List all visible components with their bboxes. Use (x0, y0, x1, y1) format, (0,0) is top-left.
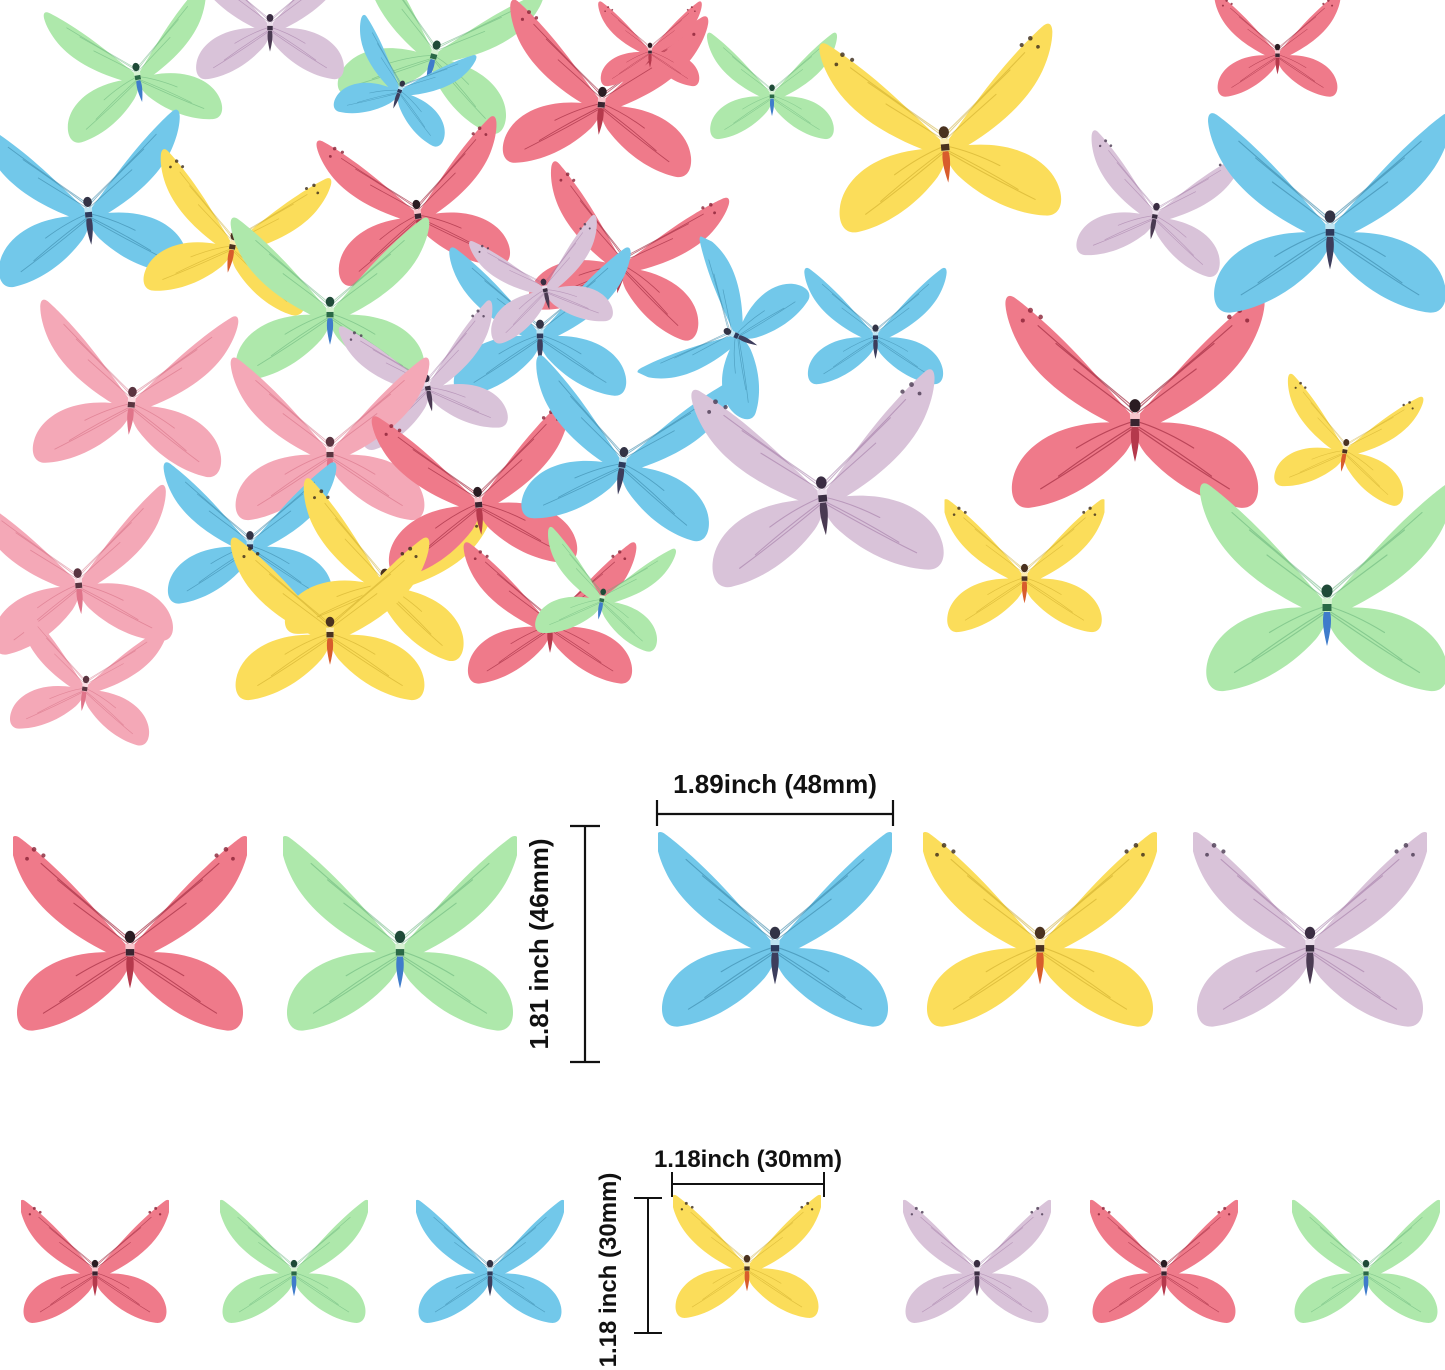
svg-text:1.18inch (30mm): 1.18inch (30mm) (654, 1146, 842, 1173)
svg-text:1.18 inch (30mm): 1.18 inch (30mm) (595, 1173, 622, 1368)
svg-text:1.89inch (48mm): 1.89inch (48mm) (673, 769, 877, 799)
svg-text:1.81 inch (46mm): 1.81 inch (46mm) (524, 839, 554, 1050)
